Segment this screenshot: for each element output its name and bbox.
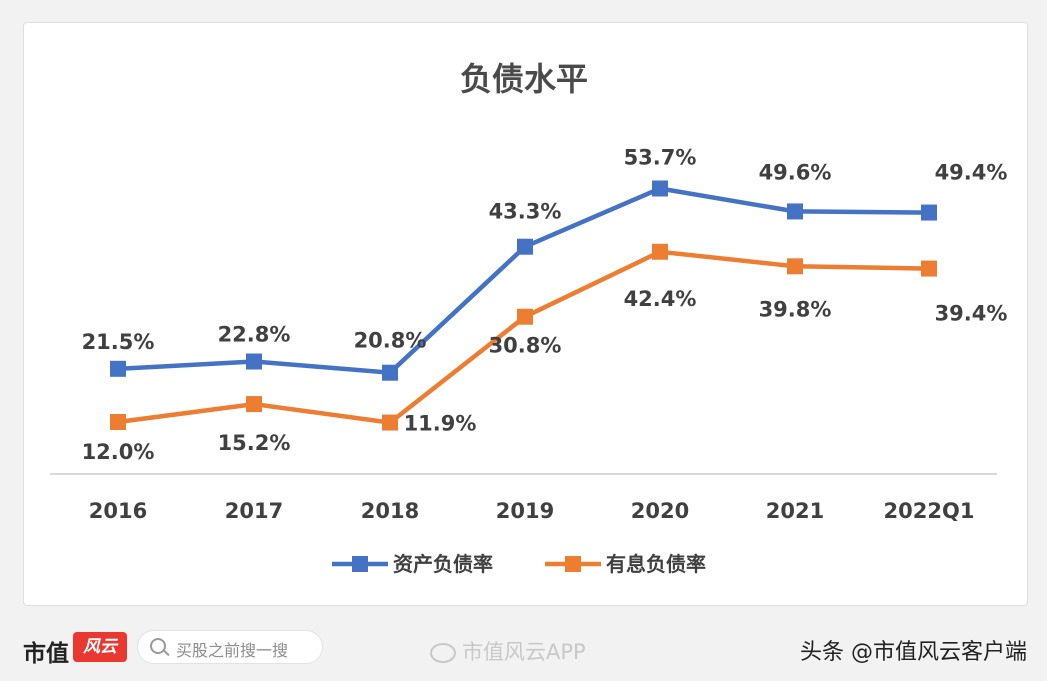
toutiao-credit: 头条 @市值风云客户端 [800, 640, 1027, 665]
weibo-text: 市值风云APP [462, 640, 586, 664]
legend-label: 资产负债率 [393, 552, 493, 576]
data-label: 30.8% [489, 334, 562, 358]
data-marker [517, 238, 533, 255]
weibo-watermark: 市值风云APP [430, 636, 586, 666]
brand-name: 市值 [23, 640, 69, 667]
data-marker [382, 414, 398, 431]
x-tick-label: 2018 [361, 499, 419, 523]
x-tick-label: 2021 [766, 499, 824, 523]
data-marker [110, 414, 126, 430]
x-tick-label: 2022Q1 [884, 499, 975, 523]
search-placeholder: 买股之前搜一搜 [176, 641, 289, 660]
data-marker [921, 204, 937, 221]
data-marker [382, 364, 398, 381]
data-label: 42.4% [624, 287, 697, 311]
search-icon [150, 638, 166, 654]
data-label: 20.8% [354, 329, 427, 353]
data-label: 21.5% [82, 330, 155, 354]
chart-title: 负债水平 [460, 60, 588, 98]
x-tick-label: 2020 [631, 499, 689, 523]
data-marker [652, 243, 668, 260]
data-marker [246, 396, 262, 413]
data-marker [110, 360, 126, 377]
x-tick-label: 2016 [89, 499, 147, 523]
data-marker [246, 353, 262, 370]
data-label: 43.3% [489, 200, 562, 224]
x-tick-label: 2017 [225, 499, 283, 523]
legend-label: 有息负债率 [606, 552, 706, 576]
line-chart: 负债水平 21.5% 22.8% 20.8% 43.3% 53.7% 49.6% 49.4%… [50, 60, 1008, 576]
search-box[interactable]: 买股之前搜一搜 [137, 630, 323, 664]
footer-bar: 市值 风云 买股之前搜一搜 市值风云APP 头条 @市值风云客户端 [0, 610, 1047, 681]
data-marker [517, 308, 533, 325]
weibo-icon [430, 643, 456, 663]
data-marker [921, 260, 937, 277]
data-label: 39.4% [935, 302, 1008, 326]
data-marker [652, 180, 668, 197]
data-label: 22.8% [218, 323, 291, 347]
legend-marker [352, 556, 368, 572]
data-label: 11.9% [404, 412, 477, 436]
data-label: 15.2% [218, 431, 291, 455]
legend-marker [565, 556, 581, 572]
x-tick-label: 2019 [496, 499, 554, 523]
brand-logo: 风云 [73, 632, 127, 662]
data-marker [787, 203, 803, 220]
data-label: 12.0% [82, 440, 155, 464]
data-label: 49.4% [935, 161, 1008, 185]
data-marker [787, 258, 803, 275]
data-label: 39.8% [759, 297, 832, 321]
data-label: 49.6% [759, 160, 832, 184]
data-label: 53.7% [624, 145, 697, 169]
